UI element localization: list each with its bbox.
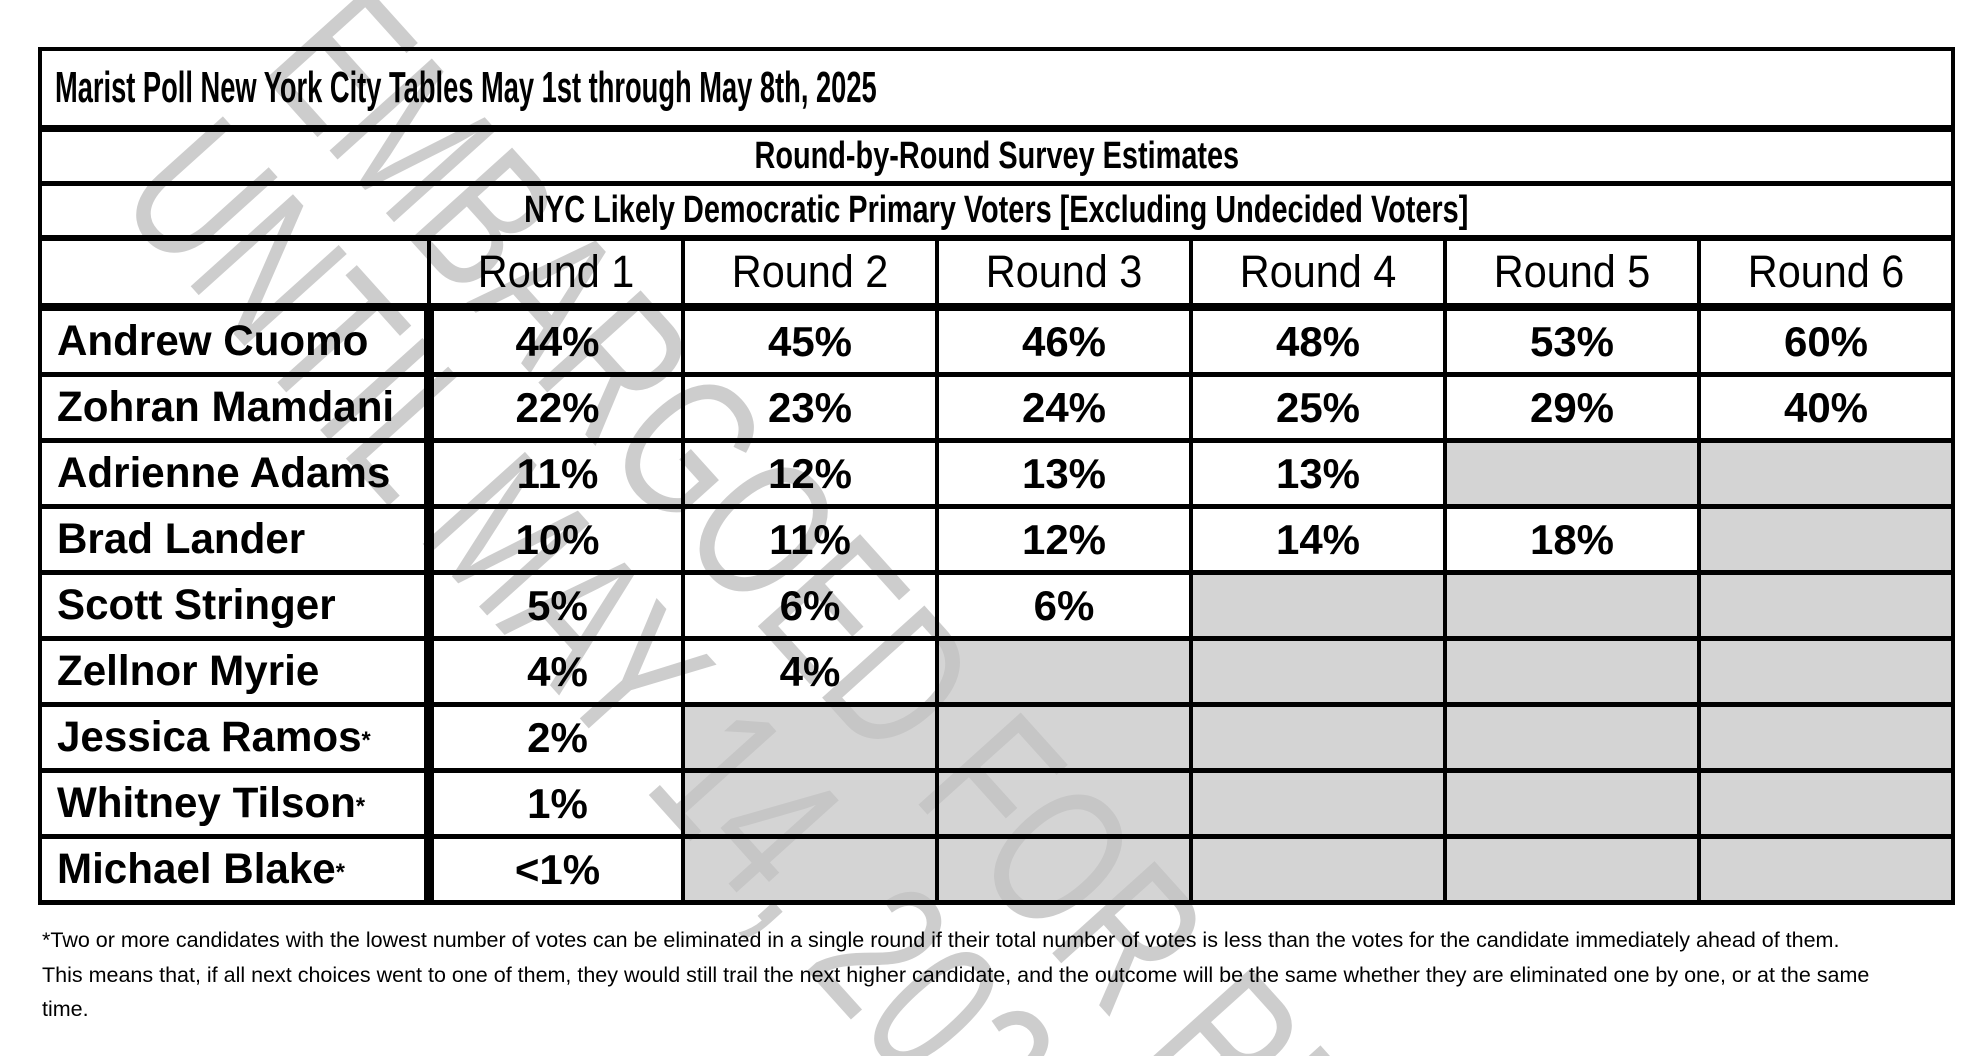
- eliminated-cell: [1189, 834, 1447, 905]
- eliminated-cell: [1696, 636, 1956, 707]
- eliminated-cell: [935, 834, 1193, 905]
- eliminated-cell: [1696, 702, 1956, 773]
- result-cell: 13%: [1189, 438, 1447, 509]
- footnote-line: This means that, if all next choices wen…: [42, 962, 1870, 987]
- result-cell: 1%: [427, 768, 685, 839]
- eliminated-cell: [1443, 636, 1701, 707]
- result-cell: 12%: [935, 504, 1193, 575]
- table-row-ramos: Jessica Ramos* 2%: [38, 702, 1956, 773]
- result-cell: 45%: [681, 304, 939, 377]
- round-by-round-table: Marist Poll New York City Tables May 1st…: [37, 47, 1956, 905]
- title-row: Marist Poll New York City Tables May 1st…: [37, 47, 1956, 132]
- section-header-cell: Round-by-Round Survey Estimates: [37, 126, 1956, 186]
- footnote-asterisk: *: [361, 727, 371, 754]
- result-cell: 4%: [681, 636, 939, 707]
- eliminated-cell: [935, 636, 1193, 707]
- section-header-row: Round-by-Round Survey Estimates: [37, 126, 1956, 186]
- column-header-round-1: Round 1: [427, 236, 685, 311]
- result-cell: 25%: [1189, 372, 1447, 443]
- column-header-round-6: Round 6: [1696, 236, 1956, 311]
- table-row-stringer: Scott Stringer 5% 6% 6%: [38, 570, 1956, 641]
- candidate-name: Andrew Cuomo: [38, 304, 434, 377]
- candidate-name: Scott Stringer: [38, 570, 434, 641]
- result-cell: 11%: [427, 438, 685, 509]
- column-header-round-5: Round 5: [1443, 236, 1701, 311]
- eliminated-cell: [1443, 834, 1701, 905]
- eliminated-cell: [1189, 570, 1447, 641]
- eliminated-cell: [1696, 768, 1956, 839]
- table-row-mamdani: Zohran Mamdani 22% 23% 24% 25% 29% 40%: [38, 372, 1956, 443]
- eliminated-cell: [681, 834, 939, 905]
- result-cell: <1%: [427, 834, 685, 905]
- table-row-blake: Michael Blake* <1%: [38, 834, 1956, 905]
- eliminated-cell: [1443, 768, 1701, 839]
- candidate-name: Zellnor Myrie: [38, 636, 434, 707]
- candidate-name: Jessica Ramos*: [38, 702, 434, 773]
- candidate-name: Whitney Tilson*: [38, 768, 434, 839]
- eliminated-cell: [1189, 768, 1447, 839]
- table-title-cell: Marist Poll New York City Tables May 1st…: [37, 47, 1956, 132]
- eliminated-cell: [681, 768, 939, 839]
- subsection-header-row: NYC Likely Democratic Primary Voters [Ex…: [37, 181, 1956, 241]
- column-header-row: Round 1 Round 2 Round 3 Round 4 Round 5 …: [38, 236, 1956, 311]
- result-cell: 29%: [1443, 372, 1701, 443]
- result-cell: 2%: [427, 702, 685, 773]
- result-cell: 60%: [1696, 304, 1956, 377]
- result-cell: 23%: [681, 372, 939, 443]
- result-cell: 14%: [1189, 504, 1447, 575]
- subsection-header-cell: NYC Likely Democratic Primary Voters [Ex…: [37, 181, 1956, 241]
- result-cell: 5%: [427, 570, 685, 641]
- column-header-round-4: Round 4: [1189, 236, 1447, 311]
- candidate-name: Brad Lander: [38, 504, 434, 575]
- eliminated-cell: [681, 702, 939, 773]
- candidate-name: Zohran Mamdani: [38, 372, 434, 443]
- table-row-adams: Adrienne Adams 11% 12% 13% 13%: [38, 438, 1956, 509]
- column-header-round-2: Round 2: [681, 236, 939, 311]
- eliminated-cell: [1189, 702, 1447, 773]
- result-cell: 48%: [1189, 304, 1447, 377]
- result-cell: 12%: [681, 438, 939, 509]
- result-cell: 24%: [935, 372, 1193, 443]
- result-cell: 13%: [935, 438, 1193, 509]
- result-cell: 10%: [427, 504, 685, 575]
- candidate-name: Michael Blake*: [38, 834, 434, 905]
- eliminated-cell: [1443, 702, 1701, 773]
- table-row-myrie: Zellnor Myrie 4% 4%: [38, 636, 1956, 707]
- eliminated-cell: [1443, 438, 1701, 509]
- eliminated-cell: [1696, 438, 1956, 509]
- eliminated-cell: [1696, 504, 1956, 575]
- footnote-asterisk: *: [335, 859, 345, 886]
- eliminated-cell: [935, 768, 1193, 839]
- result-cell: 6%: [681, 570, 939, 641]
- eliminated-cell: [935, 702, 1193, 773]
- result-cell: 6%: [935, 570, 1193, 641]
- result-cell: 18%: [1443, 504, 1701, 575]
- result-cell: 11%: [681, 504, 939, 575]
- footnote-line: *Two or more candidates with the lowest …: [42, 928, 1840, 952]
- eliminated-cell: [1696, 570, 1956, 641]
- footnote-asterisk: *: [355, 793, 366, 820]
- result-cell: 53%: [1443, 304, 1701, 377]
- column-header-round-3: Round 3: [935, 236, 1193, 311]
- table-title: Marist Poll New York City Tables May 1st…: [55, 63, 877, 112]
- section-header: Round-by-Round Survey Estimates: [754, 135, 1239, 177]
- eliminated-cell: [1443, 570, 1701, 641]
- footnote-line: time.: [42, 997, 89, 1021]
- candidate-name: Adrienne Adams: [38, 438, 434, 509]
- table-footnote: *Two or more candidates with the lowest …: [42, 923, 1869, 1027]
- eliminated-cell: [1189, 636, 1447, 707]
- eliminated-cell: [1696, 834, 1956, 905]
- corner-cell: [38, 236, 431, 311]
- table-row-cuomo: Andrew Cuomo 44% 45% 46% 48% 53% 60%: [38, 304, 1956, 377]
- result-cell: 46%: [935, 304, 1193, 377]
- result-cell: 44%: [427, 304, 685, 377]
- result-cell: 4%: [427, 636, 685, 707]
- table-row-tilson: Whitney Tilson* 1%: [38, 768, 1956, 839]
- result-cell: 40%: [1696, 372, 1956, 443]
- table-row-lander: Brad Lander 10% 11% 12% 14% 18%: [38, 504, 1956, 575]
- subsection-header: NYC Likely Democratic Primary Voters [Ex…: [524, 189, 1469, 231]
- result-cell: 22%: [427, 372, 685, 443]
